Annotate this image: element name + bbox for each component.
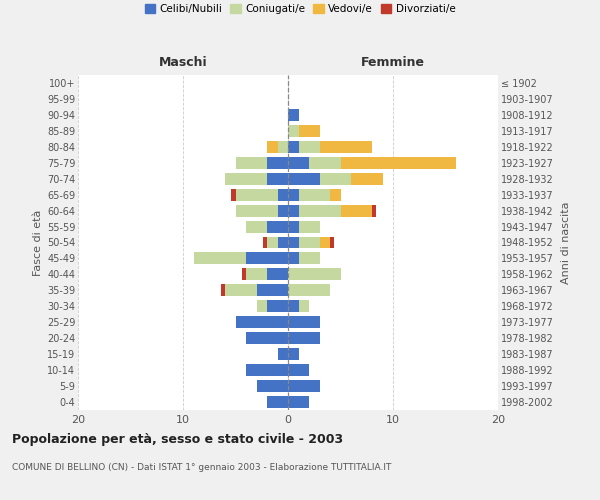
Bar: [288, 252, 299, 264]
Bar: [288, 204, 299, 216]
Bar: [288, 157, 309, 168]
Bar: [263, 236, 267, 248]
Bar: [320, 141, 372, 153]
Bar: [288, 380, 320, 392]
Bar: [299, 204, 341, 216]
Bar: [288, 364, 309, 376]
Bar: [277, 141, 288, 153]
Bar: [309, 157, 341, 168]
Bar: [193, 252, 246, 264]
Bar: [235, 316, 288, 328]
Bar: [288, 396, 309, 408]
Bar: [235, 157, 267, 168]
Y-axis label: Anni di nascita: Anni di nascita: [560, 201, 571, 284]
Text: Femmine: Femmine: [361, 56, 425, 68]
Bar: [277, 188, 288, 200]
Bar: [351, 172, 383, 184]
Bar: [267, 157, 288, 168]
Y-axis label: Fasce di età: Fasce di età: [32, 210, 43, 276]
Bar: [288, 220, 299, 232]
Bar: [267, 300, 288, 312]
Bar: [267, 172, 288, 184]
Legend: Celibi/Nubili, Coniugati/e, Vedovi/e, Divorziati/e: Celibi/Nubili, Coniugati/e, Vedovi/e, Di…: [140, 0, 460, 18]
Bar: [299, 220, 320, 232]
Bar: [288, 332, 320, 344]
Bar: [267, 396, 288, 408]
Bar: [299, 252, 320, 264]
Bar: [320, 172, 351, 184]
Bar: [277, 236, 288, 248]
Bar: [288, 300, 299, 312]
Bar: [277, 204, 288, 216]
Bar: [246, 332, 288, 344]
Bar: [288, 109, 299, 121]
Bar: [288, 284, 330, 296]
Bar: [288, 141, 299, 153]
Bar: [235, 204, 277, 216]
Bar: [330, 236, 334, 248]
Bar: [299, 141, 320, 153]
Text: COMUNE DI BELLINO (CN) - Dati ISTAT 1° gennaio 2003 - Elaborazione TUTTITALIA.IT: COMUNE DI BELLINO (CN) - Dati ISTAT 1° g…: [12, 462, 391, 471]
Text: Maschi: Maschi: [158, 56, 208, 68]
Bar: [267, 236, 277, 248]
Bar: [267, 220, 288, 232]
Bar: [232, 188, 235, 200]
Bar: [320, 236, 330, 248]
Bar: [341, 157, 456, 168]
Bar: [288, 236, 299, 248]
Bar: [288, 172, 320, 184]
Bar: [330, 188, 341, 200]
Bar: [221, 284, 225, 296]
Bar: [257, 300, 267, 312]
Bar: [372, 204, 376, 216]
Bar: [288, 125, 299, 137]
Bar: [288, 316, 320, 328]
Bar: [299, 188, 330, 200]
Text: Popolazione per età, sesso e stato civile - 2003: Popolazione per età, sesso e stato civil…: [12, 432, 343, 446]
Bar: [246, 252, 288, 264]
Bar: [299, 236, 320, 248]
Bar: [246, 220, 267, 232]
Bar: [288, 188, 299, 200]
Bar: [242, 268, 246, 280]
Bar: [225, 172, 267, 184]
Bar: [225, 284, 257, 296]
Bar: [235, 188, 277, 200]
Bar: [299, 125, 320, 137]
Bar: [246, 268, 267, 280]
Bar: [267, 268, 288, 280]
Bar: [257, 380, 288, 392]
Bar: [257, 284, 288, 296]
Bar: [341, 204, 372, 216]
Bar: [299, 300, 309, 312]
Bar: [277, 348, 288, 360]
Bar: [267, 141, 277, 153]
Bar: [288, 348, 299, 360]
Bar: [246, 364, 288, 376]
Bar: [288, 268, 341, 280]
